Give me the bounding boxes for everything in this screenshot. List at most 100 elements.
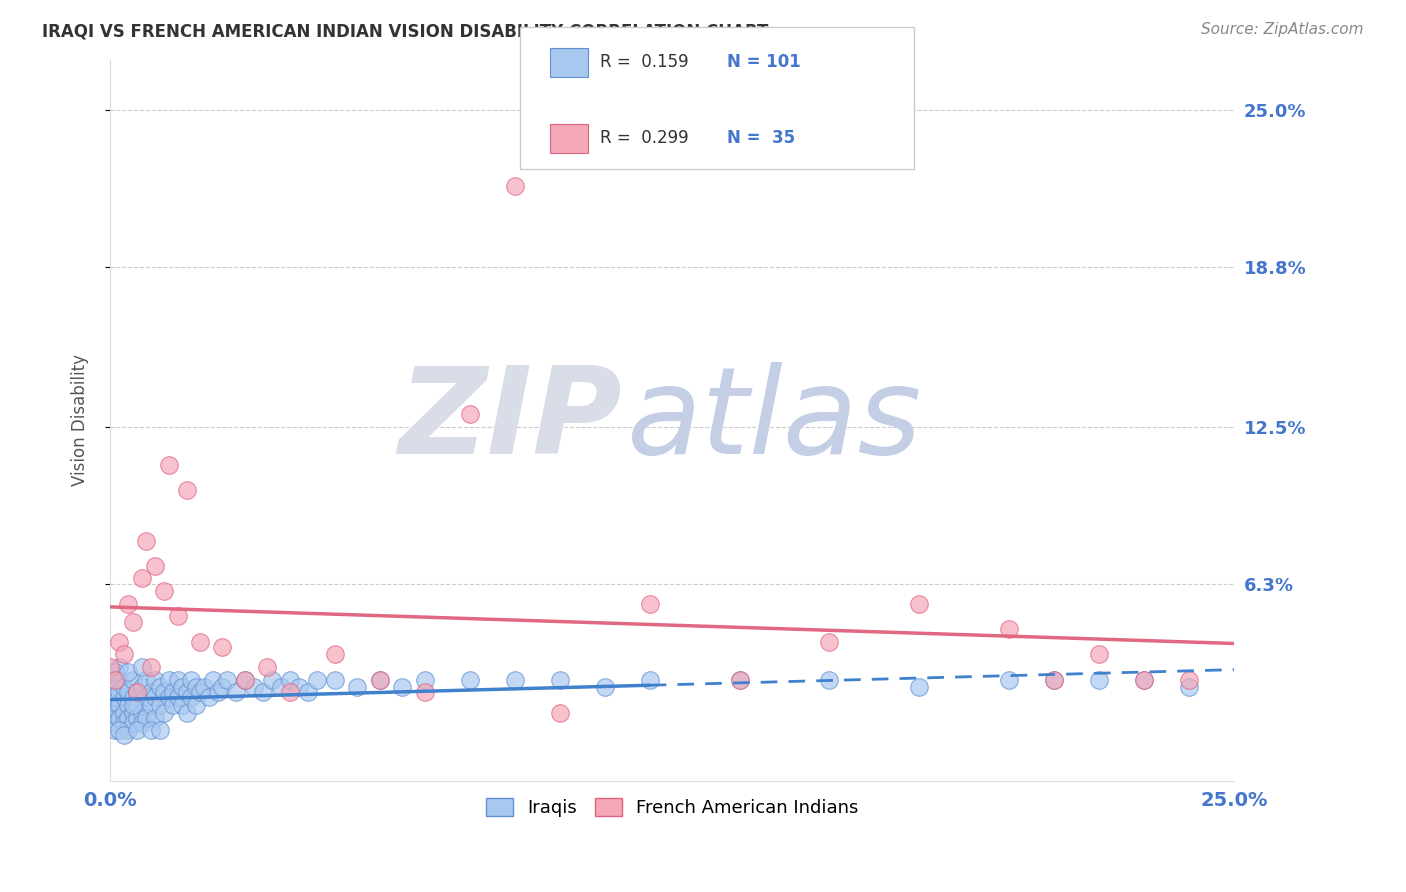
Point <box>103 715 125 730</box>
Point <box>728 673 751 687</box>
Text: ZIP: ZIP <box>398 362 621 479</box>
Point <box>211 640 233 654</box>
Point <box>143 673 166 687</box>
Point <box>103 690 125 705</box>
Point <box>131 681 153 695</box>
Point <box>143 711 166 725</box>
Point <box>184 698 207 712</box>
Point <box>593 681 616 695</box>
Point <box>131 660 153 674</box>
Point <box>391 681 413 695</box>
Point <box>270 681 292 695</box>
Point <box>170 681 193 695</box>
Point <box>103 681 125 695</box>
Point <box>108 698 131 712</box>
Point <box>135 690 157 705</box>
Point <box>176 685 198 699</box>
Point <box>413 685 436 699</box>
Point <box>458 673 481 687</box>
Point <box>908 681 931 695</box>
Point <box>188 685 211 699</box>
Point <box>166 690 188 705</box>
Point <box>125 685 148 699</box>
Point <box>117 723 139 738</box>
Point <box>121 698 143 712</box>
Point <box>1178 673 1201 687</box>
Point <box>139 685 162 699</box>
Point <box>260 673 283 687</box>
Point <box>180 690 202 705</box>
Point <box>278 685 301 699</box>
Legend: Iraqis, French American Indians: Iraqis, French American Indians <box>477 789 868 826</box>
Point <box>153 685 176 699</box>
Point <box>148 723 170 738</box>
Point <box>139 723 162 738</box>
Point <box>131 572 153 586</box>
Point <box>112 681 135 695</box>
Point <box>108 685 131 699</box>
Point <box>176 706 198 720</box>
Point <box>143 690 166 705</box>
Text: Source: ZipAtlas.com: Source: ZipAtlas.com <box>1201 22 1364 37</box>
Point <box>323 648 346 662</box>
Point <box>548 673 571 687</box>
Point <box>157 673 180 687</box>
Point <box>112 728 135 742</box>
Point <box>103 665 125 680</box>
Text: R =  0.159: R = 0.159 <box>600 54 689 71</box>
Point <box>103 711 125 725</box>
Point <box>243 681 266 695</box>
Point <box>548 706 571 720</box>
Point <box>305 673 328 687</box>
Point <box>103 706 125 720</box>
Text: R =  0.299: R = 0.299 <box>600 129 689 147</box>
Point <box>503 179 526 194</box>
Point <box>121 715 143 730</box>
Point <box>166 609 188 624</box>
Point <box>117 711 139 725</box>
Point <box>148 681 170 695</box>
Point <box>112 715 135 730</box>
Point <box>818 673 841 687</box>
Point <box>139 698 162 712</box>
Point <box>98 698 121 712</box>
Point <box>278 673 301 687</box>
Point <box>135 533 157 548</box>
Point <box>297 685 319 699</box>
Point <box>413 673 436 687</box>
Point <box>112 690 135 705</box>
Point <box>153 584 176 599</box>
Point <box>166 673 188 687</box>
Point <box>98 660 121 674</box>
Point <box>211 681 233 695</box>
Point <box>728 673 751 687</box>
Point <box>103 673 125 687</box>
Point <box>121 673 143 687</box>
Point <box>818 634 841 648</box>
Point <box>125 698 148 712</box>
Point <box>108 673 131 687</box>
Point <box>638 673 661 687</box>
Point <box>108 723 131 738</box>
Point <box>1178 681 1201 695</box>
Point <box>215 673 238 687</box>
Point <box>103 723 125 738</box>
Point <box>180 673 202 687</box>
Point <box>131 715 153 730</box>
Point <box>188 634 211 648</box>
Y-axis label: Vision Disability: Vision Disability <box>72 354 89 486</box>
Point <box>198 690 221 705</box>
Point <box>1133 673 1156 687</box>
Point <box>125 711 148 725</box>
Point <box>176 483 198 497</box>
Point <box>323 673 346 687</box>
Point <box>112 706 135 720</box>
Point <box>288 681 311 695</box>
Point <box>121 615 143 629</box>
Point <box>458 407 481 421</box>
Point <box>252 685 274 699</box>
Point <box>256 660 278 674</box>
Point <box>368 673 391 687</box>
Point <box>117 685 139 699</box>
Text: N =  35: N = 35 <box>727 129 794 147</box>
